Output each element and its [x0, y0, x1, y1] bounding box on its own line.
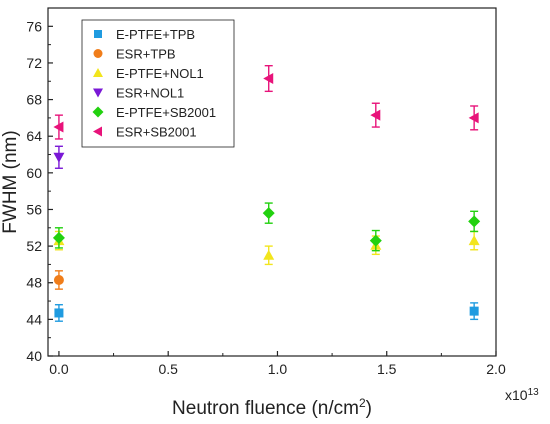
y-tick-label: 52 — [26, 238, 42, 254]
data-point — [53, 274, 64, 285]
legend-label: ESR+TPB — [116, 47, 176, 62]
data-point — [53, 121, 64, 133]
series-esr-nol1 — [53, 145, 65, 169]
x-axis-multiplier: x1013 — [505, 387, 539, 404]
data-point — [468, 215, 481, 228]
y-tick-label: 76 — [26, 18, 42, 34]
y-tick-label: 64 — [26, 128, 42, 144]
x-tick-label: 1.5 — [377, 361, 397, 377]
x-multiplier-exp: 13 — [528, 387, 540, 398]
y-tick-label: 40 — [26, 348, 42, 364]
x-axis-title: Neutron fluence (n/cm2) — [172, 396, 372, 419]
plot-frame — [47, 7, 497, 357]
data-marks — [52, 64, 481, 322]
legend-label: E-PTFE+SB2001 — [116, 105, 216, 120]
y-tick-label: 72 — [26, 55, 42, 71]
data-point — [54, 308, 64, 318]
data-point — [369, 234, 382, 247]
x-tick-label: 2.0 — [486, 361, 506, 377]
data-point — [263, 249, 275, 260]
x-axis-title-main: Neutron fluence (n/cm — [172, 398, 359, 419]
legend-label: ESR+SB2001 — [116, 125, 197, 140]
x-multiplier-base: x10 — [505, 387, 528, 403]
series-e-ptfe-sb2001 — [52, 202, 481, 252]
legend: E-PTFE+TPB ESR+TPB E-PTFE+NOL1 ESR+NOL1 E-PT… — [81, 19, 235, 148]
legend-box — [81, 19, 235, 148]
series-esr-sb2001 — [53, 64, 479, 140]
legend-marker — [92, 106, 104, 118]
legend-label: E-PTFE+NOL1 — [116, 66, 204, 81]
y-axis-title: FWHM (nm) — [0, 130, 21, 233]
legend-label: E-PTFE+TPB — [116, 27, 195, 42]
y-tick-label: 68 — [26, 92, 42, 108]
y-tick-label: 56 — [26, 201, 42, 217]
x-tick-label: 1.0 — [268, 361, 288, 377]
data-point — [52, 231, 65, 244]
series-e-ptfe-nol1 — [53, 230, 480, 266]
data-point — [468, 235, 480, 246]
axis-ticks: 40 44 48 52 56 60 64 68 72 76 0.0 0.5 1.0 1.5 2.0 — [26, 18, 506, 377]
data-point — [263, 73, 274, 85]
y-tick-label: 60 — [26, 165, 42, 181]
legend-marker — [93, 49, 103, 58]
y-tick-label: 44 — [26, 311, 42, 327]
x-tick-label: 0.5 — [158, 361, 178, 377]
series-esr-tpb — [53, 270, 64, 290]
legend-marker — [94, 30, 102, 38]
y-tick-label: 48 — [26, 275, 42, 291]
legend-marker — [93, 126, 102, 137]
x-axis-title-sup: 2 — [359, 396, 366, 410]
series-e-ptfe-tpb — [54, 302, 479, 322]
data-point — [468, 112, 479, 124]
x-axis-title-end: ) — [366, 398, 372, 419]
data-point — [53, 152, 65, 163]
legend-marker — [93, 88, 103, 98]
legend-marker — [93, 68, 103, 77]
data-point — [262, 207, 275, 220]
data-point — [469, 306, 479, 316]
legend-label: ESR+NOL1 — [116, 86, 184, 101]
x-tick-label: 0.0 — [49, 361, 69, 377]
data-point — [370, 109, 381, 121]
